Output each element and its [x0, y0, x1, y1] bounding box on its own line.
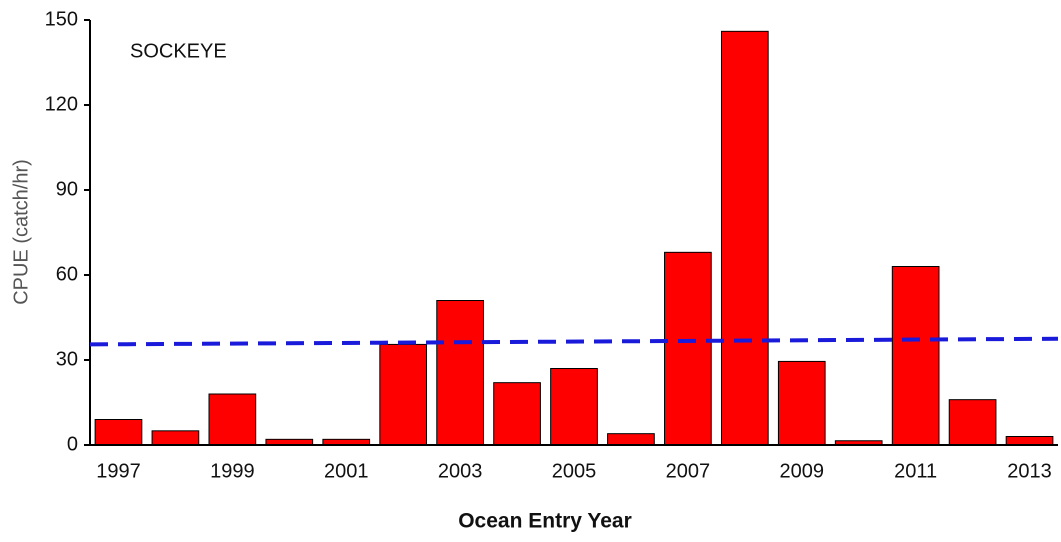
y-tick-label: 0: [67, 433, 78, 455]
x-tick-label: 2009: [780, 460, 825, 482]
bar: [891, 266, 940, 446]
bar: [1005, 436, 1054, 446]
bar: [550, 368, 598, 446]
x-tick-label: 1999: [210, 460, 255, 482]
x-tick-label: 2003: [438, 460, 483, 482]
x-tick-label: 2001: [324, 460, 369, 482]
y-tick-label: 30: [56, 348, 78, 370]
x-axis-label: Ocean Entry Year: [458, 510, 632, 533]
x-tick-label: 2013: [1007, 460, 1052, 482]
y-axis-label: CPUE (catch/hr): [10, 159, 32, 305]
bar: [664, 251, 712, 446]
x-tick-label: 1997: [96, 460, 141, 482]
bar: [436, 300, 484, 446]
bar: [151, 430, 200, 446]
bar: [379, 343, 428, 446]
bar: [493, 382, 541, 446]
y-tick-label: 90: [56, 178, 78, 200]
bar: [94, 419, 143, 446]
x-tick-label: 2011: [894, 460, 937, 482]
x-tick-label: 2007: [666, 460, 711, 482]
bar: [720, 30, 769, 446]
annotation: SOCKEYE: [130, 40, 227, 62]
x-tick-label: 2005: [552, 460, 597, 482]
y-tick-label: 60: [56, 263, 78, 285]
bar: [607, 433, 655, 446]
bar: [948, 399, 997, 446]
bar: [208, 393, 257, 446]
y-tick-label: 150: [45, 8, 78, 30]
y-tick-label: 120: [45, 93, 78, 115]
bar: [777, 360, 826, 446]
reference-line: [89, 336, 1059, 347]
